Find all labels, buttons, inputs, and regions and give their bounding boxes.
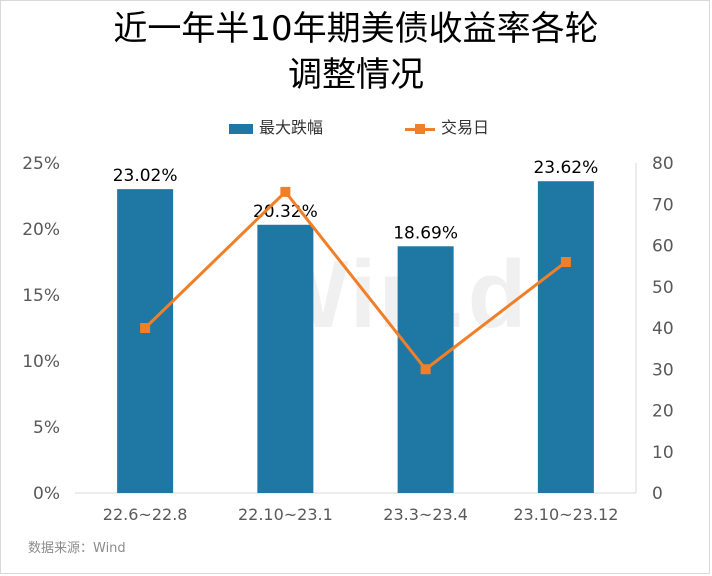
- bar: [537, 181, 594, 493]
- line-point: [280, 186, 291, 197]
- y-right-tick-label: 80: [652, 154, 674, 174]
- y-right-tick-label: 20: [652, 402, 674, 422]
- trading-days-line: [144, 189, 567, 372]
- y-left-tick-label: 25%: [22, 154, 60, 174]
- chart-title: 近一年半10年期美债收益率各轮 调整情况: [113, 9, 599, 95]
- bar-data-label: 18.69%: [393, 223, 458, 243]
- bar-data-label: 23.02%: [113, 166, 178, 186]
- y-left-tick-label: 5%: [33, 418, 60, 438]
- y-right-tick-label: 50: [652, 278, 674, 298]
- x-tick-label: 23.3~23.4: [383, 505, 468, 524]
- y-right-tick-label: 40: [652, 319, 674, 339]
- y-left-tick-label: 20%: [22, 220, 60, 240]
- line-point: [420, 364, 431, 375]
- legend-item-bar: 最大跌幅: [229, 116, 323, 140]
- line-point: [140, 323, 151, 333]
- legend: 最大跌幅 交易日: [0, 116, 712, 140]
- legend-bar-swatch: [229, 123, 253, 134]
- y-right-tick-label: 0: [652, 484, 663, 504]
- legend-line-swatch: [405, 123, 435, 134]
- x-tick-label: 23.10~23.12: [513, 505, 618, 524]
- y-left-tick-label: 15%: [22, 286, 60, 306]
- y-left-tick-label: 10%: [22, 352, 60, 372]
- x-tick-label: 22.6~22.8: [103, 505, 188, 524]
- y-left-tick-label: 0%: [33, 484, 60, 504]
- bar: [257, 224, 314, 493]
- bar: [117, 189, 174, 494]
- x-tick-label: 22.10~23.1: [238, 505, 333, 524]
- line-point: [560, 257, 571, 267]
- bar-data-label: 23.62%: [533, 158, 598, 178]
- legend-item-line: 交易日: [405, 116, 489, 140]
- source-note: 数据来源：Wind: [28, 541, 126, 556]
- y-right-tick-label: 70: [652, 195, 674, 215]
- y-right-tick-label: 30: [652, 360, 674, 380]
- y-right-tick-label: 60: [652, 237, 674, 257]
- legend-line-label: 交易日: [441, 118, 490, 137]
- y-right-tick-label: 10: [652, 443, 674, 463]
- legend-bar-label: 最大跌幅: [259, 118, 324, 137]
